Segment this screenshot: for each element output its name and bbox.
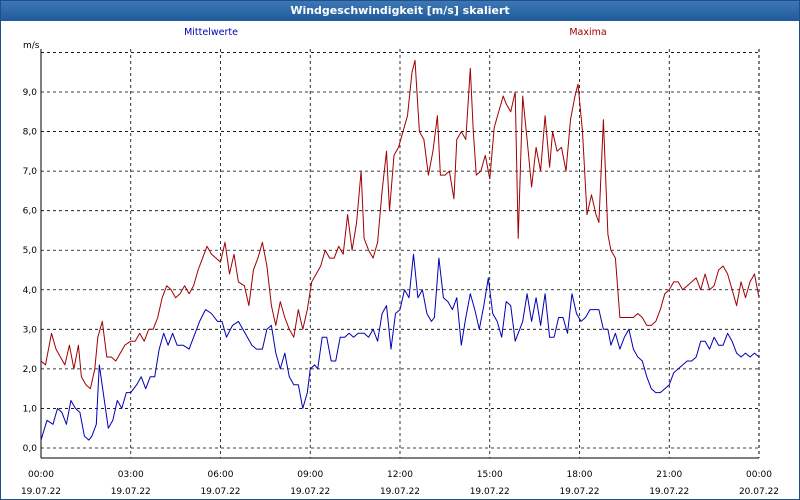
y-tick-label: 7,0 bbox=[23, 167, 38, 177]
x-tick-date: 20.07.22 bbox=[739, 487, 779, 497]
x-tick-date: 19.07.22 bbox=[290, 487, 330, 497]
x-tick-time: 03:00 bbox=[118, 470, 144, 480]
y-tick-label: 5,0 bbox=[23, 246, 38, 256]
legend-series-2: Maxima bbox=[569, 27, 606, 38]
y-tick-label: 6,0 bbox=[23, 207, 38, 217]
x-tick-time: 18:00 bbox=[567, 470, 593, 480]
series-line-2 bbox=[40, 59, 760, 390]
x-tick-labels: 00:00 19.07.22 03:00 19.07.22 06:00 19.07.22 0… bbox=[21, 470, 779, 497]
y-tick-label: 9,0 bbox=[23, 88, 38, 98]
y-tick-label: 3,0 bbox=[23, 325, 38, 335]
x-tick-time: 21:00 bbox=[656, 470, 682, 480]
y-tick-labels: 0,0 1,0 2,0 3,0 4,0 5,0 6,0 7,0 8,0 9,0 bbox=[23, 88, 38, 454]
y-tick-label: 0,0 bbox=[23, 444, 38, 454]
y-tick-label: 1,0 bbox=[23, 404, 38, 414]
x-tick-date: 19.07.22 bbox=[649, 487, 689, 497]
x-tick-time: 06:00 bbox=[208, 470, 234, 480]
y-tick-label: 4,0 bbox=[23, 286, 38, 296]
x-tick-date: 19.07.22 bbox=[380, 487, 420, 497]
x-tick-time: 12:00 bbox=[387, 470, 413, 480]
x-tick-time: 15:00 bbox=[477, 470, 503, 480]
x-tick-date: 19.07.22 bbox=[470, 487, 510, 497]
x-tick-date: 19.07.22 bbox=[200, 487, 240, 497]
x-tick-date: 19.07.22 bbox=[559, 487, 599, 497]
grid bbox=[40, 49, 760, 459]
y-tick-label: 2,0 bbox=[23, 365, 38, 375]
chart-title: Windgeschwindigkeit [m/s] skaliert bbox=[1, 1, 799, 21]
x-tick-time: 00:00 bbox=[746, 470, 772, 480]
x-tick-time: 00:00 bbox=[28, 470, 54, 480]
x-tick-time: 09:00 bbox=[297, 470, 323, 480]
x-tick-date: 19.07.22 bbox=[21, 487, 61, 497]
y-tick-label: 8,0 bbox=[23, 128, 38, 138]
x-tick-date: 19.07.22 bbox=[111, 487, 151, 497]
y-axis-label: m/s bbox=[23, 41, 40, 51]
series-line-1 bbox=[40, 253, 760, 441]
series-layer bbox=[40, 59, 760, 441]
legend-series-1: Mittelwerte bbox=[184, 27, 238, 38]
